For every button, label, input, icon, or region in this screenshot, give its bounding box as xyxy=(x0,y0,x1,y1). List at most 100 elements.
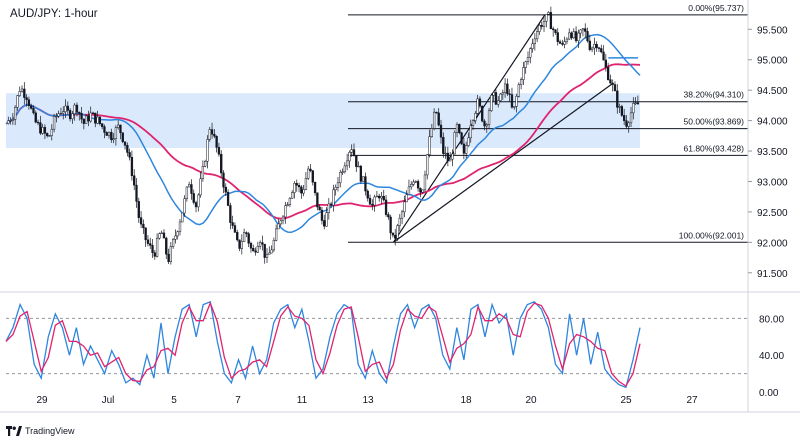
candle-body xyxy=(597,47,601,49)
candle-body xyxy=(245,232,248,234)
candle-body xyxy=(545,13,548,22)
candle-body xyxy=(387,214,390,218)
candle-body xyxy=(577,32,580,42)
candle xyxy=(101,123,104,130)
candle xyxy=(89,106,92,123)
candle-body xyxy=(446,152,450,162)
candle xyxy=(201,160,205,182)
candle-body xyxy=(432,111,436,129)
candle-body xyxy=(371,204,374,206)
candle xyxy=(43,124,47,139)
candle xyxy=(208,126,211,142)
candle-body xyxy=(366,190,369,199)
candle xyxy=(181,212,184,223)
candle xyxy=(586,27,589,43)
candle xyxy=(519,77,523,90)
candle-body xyxy=(517,84,520,97)
candle-body xyxy=(240,241,243,249)
stochastic-oscillator xyxy=(5,300,748,389)
candle xyxy=(453,130,456,155)
candle xyxy=(41,123,44,135)
candle-body xyxy=(572,31,575,39)
candle-body xyxy=(501,92,504,95)
candle xyxy=(14,105,17,126)
candle xyxy=(329,201,333,208)
candle-body xyxy=(506,83,509,95)
candle-body xyxy=(590,47,594,50)
candle-body xyxy=(490,94,493,112)
candle-body xyxy=(11,119,15,121)
candle xyxy=(545,13,548,28)
candle-body xyxy=(114,127,118,139)
candle xyxy=(414,180,417,184)
candle-body xyxy=(41,127,44,134)
candle-body xyxy=(277,223,280,230)
candle xyxy=(526,51,530,65)
candle xyxy=(623,108,626,126)
candle-body xyxy=(513,106,516,108)
candle-body xyxy=(524,61,527,68)
candle xyxy=(176,230,179,240)
candle xyxy=(613,81,617,92)
time-tick-label: 27 xyxy=(686,395,698,406)
candle-body xyxy=(400,211,404,219)
candle-body xyxy=(275,228,278,241)
candle-body xyxy=(620,106,624,116)
candle-body xyxy=(194,202,198,208)
candle-body xyxy=(570,32,573,39)
candle xyxy=(627,120,630,133)
candle-body xyxy=(378,195,381,199)
candle xyxy=(570,31,573,40)
candle xyxy=(71,110,74,124)
candle xyxy=(149,237,152,250)
candle xyxy=(325,207,328,227)
candle xyxy=(158,232,161,240)
trend-line-upper xyxy=(392,14,546,243)
candle-body xyxy=(73,104,76,115)
candle-body xyxy=(171,239,175,247)
candle xyxy=(554,29,557,35)
candle xyxy=(11,112,15,125)
candle-body xyxy=(343,165,346,173)
candle xyxy=(348,150,351,168)
candle xyxy=(632,97,635,120)
candle xyxy=(478,96,482,109)
candle-body xyxy=(542,21,546,27)
candle-body xyxy=(561,43,564,45)
candle-body xyxy=(160,232,163,234)
candle xyxy=(137,197,140,223)
time-tick-label: 18 xyxy=(460,395,472,406)
candle xyxy=(593,37,596,56)
candle-body xyxy=(455,124,459,133)
candle xyxy=(263,243,266,264)
candle-body xyxy=(39,122,42,134)
candle-body xyxy=(332,189,335,206)
candle xyxy=(32,105,35,115)
candle xyxy=(204,159,207,168)
time-tick-label: 13 xyxy=(362,395,374,406)
candle xyxy=(437,108,440,127)
candle-body xyxy=(84,115,88,124)
candle-body xyxy=(101,123,104,127)
candle xyxy=(375,190,379,198)
candle xyxy=(210,122,214,139)
candle xyxy=(254,247,257,256)
candle-body xyxy=(139,217,143,225)
candle-body xyxy=(485,124,488,127)
candle xyxy=(403,195,406,218)
fib-label: 50.00%(93.869) xyxy=(684,117,745,127)
candle-body xyxy=(439,124,443,138)
candle-body xyxy=(89,112,92,122)
candle-body xyxy=(256,246,259,253)
candle xyxy=(80,106,83,124)
time-tick-label: 11 xyxy=(297,395,308,406)
candle xyxy=(444,146,447,159)
candle-body xyxy=(499,93,502,101)
price-tick-label: 94.000 xyxy=(757,117,788,128)
candle xyxy=(368,194,372,205)
candle xyxy=(558,39,562,44)
candle xyxy=(549,6,553,30)
candle-body xyxy=(288,197,292,205)
candle-body xyxy=(295,183,298,186)
candle xyxy=(215,135,218,153)
